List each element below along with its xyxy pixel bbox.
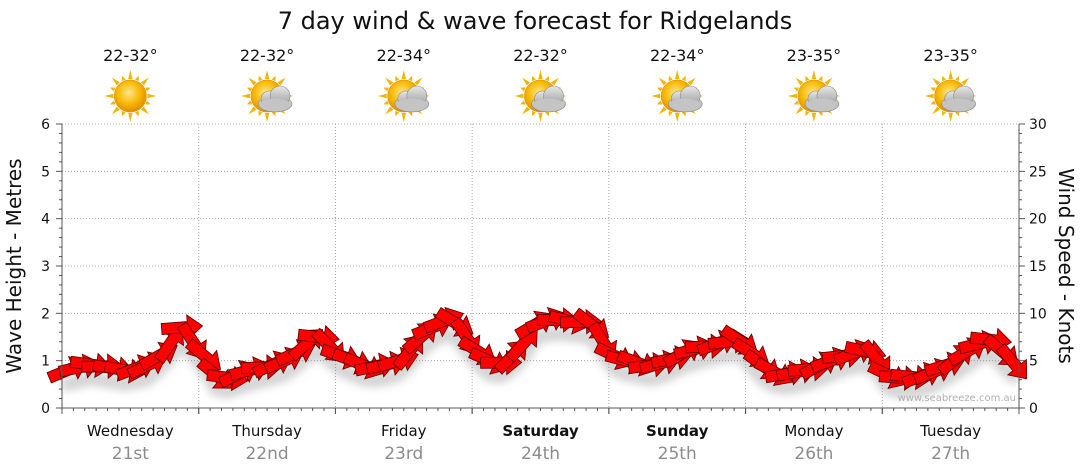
y-axis-right-label: Wind Speed - Knots [1054, 168, 1078, 364]
watermark: www.seabreeze.com.au [898, 393, 1016, 404]
day-date: 24th [521, 444, 560, 464]
day-date: 26th [794, 444, 833, 464]
y-left-tick-label: 4 [41, 212, 50, 228]
day-column-tuesday: 23-35° Tuesday 27th [919, 46, 981, 464]
day-name: Thursday [231, 422, 302, 440]
day-column-monday: 23-35° Monday 26th [784, 46, 843, 464]
y-left-tick-label: 5 [41, 164, 50, 180]
day-date: 21st [112, 444, 149, 464]
day-name: Monday [784, 422, 843, 440]
y-right-tick-label: 30 [1029, 117, 1047, 133]
y-right-tick-label: 15 [1029, 259, 1047, 275]
sunny-icon [104, 70, 157, 122]
partly-cloudy-icon [651, 70, 704, 122]
day-column-friday: 22-34° Friday 23rd [377, 46, 432, 464]
y-right-tick-label: 25 [1029, 164, 1047, 180]
partly-cloudy-icon [787, 70, 840, 122]
day-name: Wednesday [87, 422, 174, 440]
day-name: Saturday [502, 422, 579, 440]
day-column-wednesday: 22-32° Wednesday 21st [87, 46, 174, 464]
day-date: 23rd [384, 444, 423, 464]
y-left-tick-label: 3 [41, 259, 50, 275]
y-left-tick-label: 0 [41, 401, 50, 417]
day-name: Friday [381, 422, 427, 440]
partly-cloudy-icon [241, 70, 294, 122]
day-date: 25th [658, 444, 697, 464]
day-date: 22nd [245, 444, 288, 464]
y-left-tick-label: 2 [41, 306, 50, 322]
y-right-tick-label: 20 [1029, 212, 1047, 228]
day-temperature: 22-32° [240, 46, 295, 65]
y-right-tick-label: 10 [1029, 306, 1047, 322]
partly-cloudy-icon [924, 70, 977, 122]
day-temperature: 22-32° [513, 46, 568, 65]
day-temperature: 22-32° [103, 46, 158, 65]
day-column-thursday: 22-32° Thursday 22nd [231, 46, 302, 464]
grid [62, 123, 1019, 408]
day-name: Sunday [646, 422, 709, 440]
wind-shadow [60, 326, 1021, 399]
y-right-tick-label: 0 [1029, 401, 1038, 417]
y-left-tick-label: 6 [41, 117, 50, 133]
y-axis-left-label: Wave Height - Metres [2, 158, 26, 373]
chart-title: 7 day wind & wave forecast for Ridgeland… [278, 7, 793, 35]
partly-cloudy-icon [514, 70, 567, 122]
day-column-saturday: 22-32° Saturday 24th [502, 46, 579, 464]
day-temperature: 23-35° [923, 46, 978, 65]
day-temperature: 23-35° [787, 46, 842, 65]
y-right-tick-label: 5 [1029, 354, 1038, 370]
y-left-tick-label: 1 [41, 354, 50, 370]
wind-arrows [46, 306, 1028, 392]
day-name: Tuesday [919, 422, 981, 440]
day-temperature: 22-34° [650, 46, 705, 65]
partly-cloudy-icon [377, 70, 430, 122]
wind-shadow-path [60, 326, 1021, 399]
day-headers: 22-32°Wednesday21st22-32°Thursday22nd22-… [87, 46, 981, 464]
axes: 0 1 2 3 4 5 6 0 5 10 15 20 25 30 [41, 117, 1047, 417]
day-column-sunday: 22-34° Sunday 25th [646, 46, 709, 464]
day-temperature: 22-34° [377, 46, 432, 65]
day-date: 27th [931, 444, 970, 464]
